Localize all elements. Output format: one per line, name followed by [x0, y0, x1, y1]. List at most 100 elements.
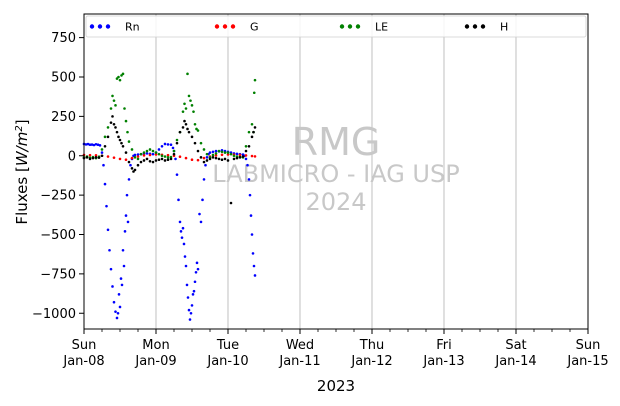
data-point-le [142, 151, 146, 154]
data-point-le [136, 157, 140, 161]
data-point-h [97, 156, 101, 159]
data-point-h [181, 126, 185, 129]
y-tick-label: 750 [51, 31, 76, 46]
data-point-rn [192, 289, 196, 293]
data-point-le [145, 149, 149, 153]
data-point-h [109, 121, 113, 124]
y-tick-label: −250 [40, 189, 76, 204]
x-tick-label-day: Tue [216, 338, 239, 353]
x-tick-label-date: Jan-11 [278, 354, 320, 369]
data-point-rn [201, 198, 204, 202]
data-point-rn [119, 277, 123, 280]
data-point-rn [194, 271, 198, 274]
data-point-rn [123, 230, 127, 233]
x-axis-label: 2023 [317, 377, 355, 395]
data-point-g [148, 153, 152, 157]
data-point-h [120, 141, 123, 145]
data-point-h [142, 159, 146, 162]
data-point-le [186, 72, 189, 76]
data-point-le [151, 149, 155, 153]
x-tick-label-day: Mon [142, 338, 169, 353]
data-point-rn [184, 264, 188, 268]
data-point-g [130, 156, 134, 160]
data-point-h [196, 149, 200, 153]
data-point-rn [250, 233, 254, 236]
data-point-rn [88, 143, 92, 147]
data-point-h [186, 127, 189, 131]
legend-label: H [500, 21, 508, 34]
legend-marker [472, 24, 478, 29]
x-tick-label-date: Jan-10 [206, 354, 248, 369]
legend-box [85, 15, 587, 38]
legend-label: G [250, 21, 259, 34]
data-point-g [196, 158, 200, 162]
data-point-h [232, 157, 236, 161]
y-tick-label: −750 [40, 267, 76, 282]
data-point-h [184, 122, 188, 126]
data-point-rn [111, 285, 114, 288]
data-point-rn [198, 212, 201, 216]
series-layer [82, 72, 257, 321]
data-point-rn [199, 220, 203, 224]
data-point-le [190, 104, 194, 107]
data-point-le [114, 104, 117, 107]
data-point-h [94, 156, 98, 159]
data-point-rn [181, 226, 185, 230]
x-tick-label-day: Wed [286, 338, 314, 353]
data-point-le [250, 122, 254, 126]
data-point-g [238, 153, 242, 157]
data-point-rn [151, 152, 155, 156]
data-point-le [111, 94, 114, 98]
data-point-le [202, 148, 206, 151]
legend-item-le: LE [339, 21, 388, 34]
data-point-le [160, 154, 164, 158]
y-tick-label: 0 [68, 149, 76, 164]
data-point-rn [190, 304, 194, 307]
data-point-g [202, 156, 206, 160]
data-point-g [214, 154, 218, 157]
data-point-h [175, 141, 179, 145]
data-point-le [169, 155, 173, 159]
data-point-rn [246, 163, 249, 167]
legend-marker [339, 24, 345, 29]
data-point-h [211, 156, 215, 159]
data-point-rn [208, 151, 212, 154]
data-point-rn [121, 248, 125, 252]
data-point-g [184, 156, 188, 160]
data-point-h [214, 156, 218, 160]
data-point-rn [178, 220, 182, 224]
data-point-rn [186, 296, 190, 299]
data-point-rn [96, 143, 100, 147]
data-point-rn [112, 300, 116, 304]
data-point-h [127, 160, 131, 164]
data-point-le [205, 152, 209, 156]
data-point-rn [187, 308, 191, 312]
data-point-h [88, 157, 92, 161]
data-point-rn [174, 157, 177, 161]
data-point-h [223, 157, 227, 161]
data-point-rn [122, 264, 126, 268]
data-point-rn [251, 252, 255, 255]
data-point-g [124, 158, 128, 161]
data-point-g [250, 154, 254, 158]
data-point-rn [235, 152, 239, 156]
data-point-le [103, 135, 107, 139]
data-point-rn [125, 193, 129, 197]
data-point-h [124, 151, 128, 154]
data-point-le [123, 107, 126, 110]
data-point-h [238, 156, 242, 159]
data-point-rn [175, 173, 179, 176]
data-point-h [154, 159, 158, 162]
data-point-rn [103, 182, 107, 186]
data-point-h [244, 149, 248, 153]
data-point-g [190, 158, 194, 161]
data-point-le [223, 151, 227, 154]
data-point-g [136, 155, 140, 158]
data-point-rn [136, 153, 140, 156]
data-point-le [184, 107, 188, 110]
watermark-line-1: RMG [292, 120, 381, 164]
data-point-rn [169, 143, 173, 147]
data-point-h [205, 159, 209, 162]
legend-marker [214, 24, 220, 29]
data-point-le [187, 94, 191, 98]
